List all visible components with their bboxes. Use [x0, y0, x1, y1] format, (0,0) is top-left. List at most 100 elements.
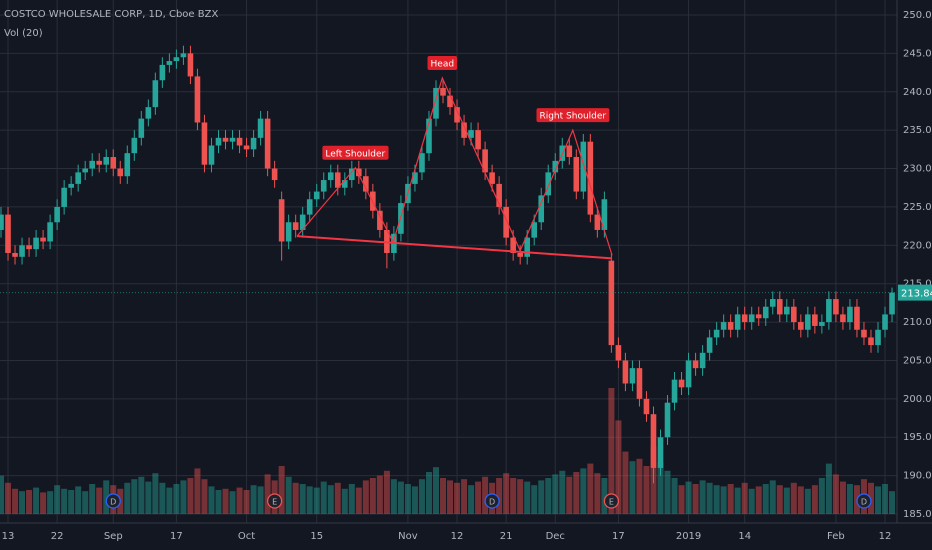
- candle-body: [138, 118, 145, 138]
- x-tick-label: 21: [500, 531, 513, 542]
- volume-bar: [545, 478, 552, 514]
- candle-body: [306, 199, 313, 215]
- volume-bar: [727, 484, 734, 514]
- volume-bar: [82, 491, 89, 514]
- candle-body: [124, 153, 131, 177]
- candle-body: [341, 180, 348, 188]
- candle-body: [313, 191, 320, 200]
- volume-bar: [531, 485, 538, 514]
- volume-bar: [755, 486, 762, 514]
- volume-bar: [222, 488, 229, 514]
- candle-body: [208, 145, 215, 165]
- candle-body: [657, 437, 664, 468]
- candle-body: [685, 360, 692, 388]
- volume-bar: [706, 482, 713, 514]
- volume-bar: [818, 478, 825, 514]
- volume-bar: [503, 473, 510, 514]
- volume-bar: [229, 491, 236, 514]
- volume-bar: [12, 488, 19, 514]
- volume-bar: [334, 482, 341, 514]
- event-marker: [603, 493, 620, 509]
- candle-body: [776, 299, 783, 315]
- volume-bar: [832, 474, 839, 514]
- volume-bar: [292, 482, 299, 514]
- candle-body: [727, 322, 734, 330]
- candle-body: [334, 172, 341, 188]
- volume-bar: [215, 490, 222, 514]
- candle-body: [152, 80, 159, 108]
- volume-bar: [678, 485, 685, 514]
- candle-body: [650, 414, 657, 468]
- volume-bar: [124, 482, 131, 514]
- candle-body: [68, 183, 74, 188]
- candle-body: [201, 122, 208, 165]
- candle-body: [475, 130, 481, 150]
- candle-body: [762, 306, 769, 319]
- candle-body: [131, 137, 138, 154]
- candle-body: [0, 214, 4, 230]
- volume-bar: [54, 485, 61, 514]
- candle-body: [833, 299, 839, 315]
- candle-body: [145, 107, 152, 119]
- event-label: D: [489, 498, 495, 507]
- candle-body: [636, 368, 643, 399]
- candle-body: [26, 245, 32, 250]
- candle-body: [875, 329, 881, 346]
- volume-bar: [517, 479, 524, 514]
- volume-bar: [587, 463, 594, 514]
- volume-bar: [138, 476, 145, 514]
- volume-bar: [152, 473, 159, 514]
- candle-body: [608, 260, 615, 346]
- volume-bar: [61, 488, 68, 514]
- x-tick-label: Nov: [398, 531, 418, 542]
- volume-bar: [875, 486, 881, 514]
- candle-body: [103, 157, 110, 165]
- event-marker: [856, 493, 872, 509]
- candle-body: [482, 149, 488, 173]
- neckline: [297, 235, 613, 260]
- x-tick-label: Feb: [827, 531, 845, 542]
- volume-bar: [580, 468, 587, 514]
- candle-body: [643, 398, 650, 415]
- volume-bar: [720, 486, 727, 514]
- volume-bar: [187, 478, 194, 514]
- volume-bar: [657, 462, 664, 514]
- candle-body: [671, 379, 678, 403]
- candle-body: [96, 160, 103, 165]
- candle-body: [447, 95, 453, 108]
- pattern-line: [296, 76, 613, 256]
- y-tick-label: 210.00: [903, 317, 932, 328]
- candle-body: [173, 57, 180, 62]
- candle-body: [468, 130, 474, 138]
- volume-bar: [166, 487, 173, 514]
- candle-body: [720, 322, 727, 330]
- candle-body: [222, 137, 229, 142]
- volume-bar: [552, 474, 559, 514]
- x-tick-label: 13: [2, 531, 15, 542]
- volume-bar: [404, 484, 411, 514]
- candle-body: [812, 314, 818, 326]
- candle-body: [194, 76, 201, 123]
- candle-body: [755, 314, 762, 319]
- volume-bar: [47, 491, 54, 514]
- volume-bar: [790, 482, 797, 514]
- volume-bar: [208, 486, 215, 514]
- candle-body: [882, 314, 888, 330]
- y-tick-label: 200.00: [903, 394, 932, 405]
- candle-body: [819, 322, 825, 326]
- candle-body: [5, 214, 11, 253]
- volume-bar: [734, 487, 741, 514]
- candle-body: [285, 222, 292, 242]
- volume-bar: [194, 468, 201, 514]
- volume-bar: [285, 476, 292, 514]
- x-tick-label: 2019: [676, 531, 701, 542]
- candle-body: [861, 329, 867, 338]
- volume-bar: [5, 482, 12, 514]
- candle-body: [805, 314, 811, 330]
- y-tick-label: 220.00: [903, 240, 932, 251]
- volume-bar: [96, 487, 103, 514]
- volume-bar: [804, 488, 811, 514]
- x-tick-label: 17: [170, 531, 183, 542]
